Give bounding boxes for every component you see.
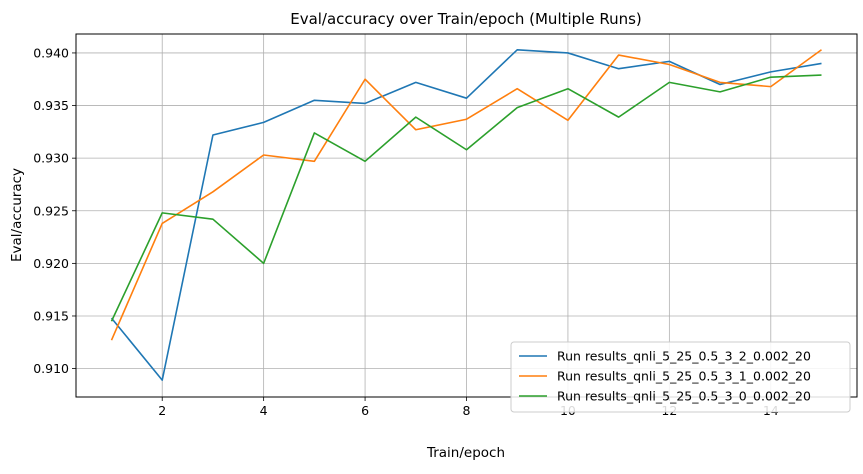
series-lines [110, 48, 822, 381]
x-tick-label: 6 [361, 403, 369, 418]
grid-lines [76, 34, 857, 397]
x-tick-label: 8 [463, 403, 471, 418]
y-tick-label: 0.925 [33, 203, 69, 218]
x-tick-label: 4 [260, 403, 268, 418]
legend-label-1: Run results_qnli_5_25_0.5_3_2_0.002_20 [557, 349, 811, 364]
chart-title: Eval/accuracy over Train/epoch (Multiple… [290, 10, 642, 28]
legend: Run results_qnli_5_25_0.5_3_2_0.002_20 Ru… [510, 341, 851, 413]
legend-box [510, 341, 851, 413]
y-tick-label: 0.935 [33, 98, 69, 113]
y-tick-label: 0.915 [33, 308, 69, 323]
legend-label-2: Run results_qnli_5_25_0.5_3_1_0.002_20 [557, 369, 811, 384]
y-tick-label: 0.910 [33, 361, 69, 376]
y-tick-label: 0.930 [33, 151, 69, 166]
legend-label-3: Run results_qnli_5_25_0.5_3_0_0.002_20 [557, 389, 811, 404]
series-line-3 [110, 74, 822, 322]
x-axis-label: Train/epoch [426, 445, 505, 461]
y-axis-label: Eval/accuracy [9, 168, 25, 262]
series-line-2 [110, 49, 822, 341]
x-tick-label: 2 [158, 403, 166, 418]
y-tick-label: 0.940 [33, 45, 69, 60]
y-tick-label: 0.920 [33, 256, 69, 271]
